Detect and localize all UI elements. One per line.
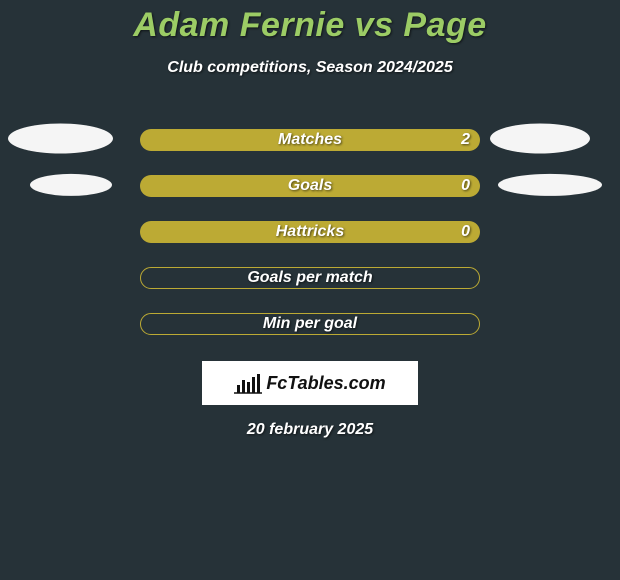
ellipse-marker — [8, 124, 113, 154]
stat-bar: Matches 2 — [140, 129, 480, 151]
subtitle: Club competitions, Season 2024/2025 — [0, 59, 620, 77]
stat-row: Matches 2 — [0, 117, 620, 163]
stat-bar: Hattricks 0 — [140, 221, 480, 243]
stat-row: Min per goal — [0, 301, 620, 347]
stat-label: Min per goal — [263, 315, 357, 333]
stat-bar: Goals per match — [140, 267, 480, 289]
ellipse-marker — [498, 174, 602, 196]
stat-value: 2 — [461, 131, 470, 149]
ellipse-marker — [490, 124, 590, 154]
date-text: 20 february 2025 — [0, 421, 620, 439]
stat-label: Matches — [278, 131, 342, 149]
stat-bar: Min per goal — [140, 313, 480, 335]
logo-banner: FcTables.com — [202, 361, 418, 405]
stat-row: Goals per match — [0, 255, 620, 301]
stat-row: Goals 0 — [0, 163, 620, 209]
bars-logo-icon — [234, 372, 262, 394]
ellipse-marker — [30, 174, 112, 196]
stats-chart: Matches 2 Goals 0 Hattricks 0 Goals per match M… — [0, 117, 620, 347]
stat-value: 0 — [461, 223, 470, 241]
stat-value: 0 — [461, 177, 470, 195]
stat-bar: Goals 0 — [140, 175, 480, 197]
stat-row: Hattricks 0 — [0, 209, 620, 255]
page-title: Adam Fernie vs Page — [0, 0, 620, 45]
stat-label: Hattricks — [276, 223, 344, 241]
logo-text: FcTables.com — [266, 373, 385, 394]
stat-label: Goals per match — [247, 269, 372, 287]
stat-label: Goals — [288, 177, 332, 195]
